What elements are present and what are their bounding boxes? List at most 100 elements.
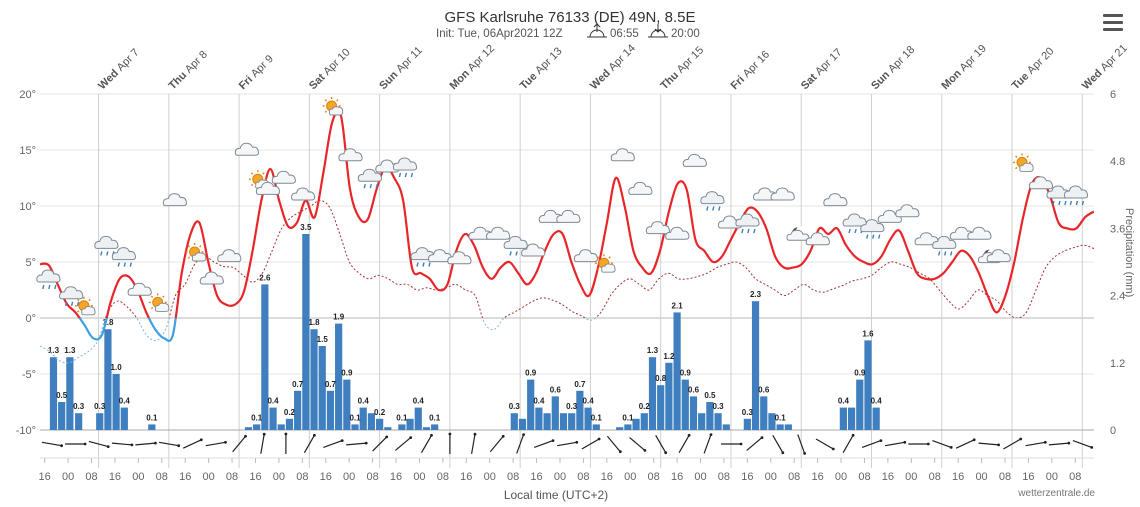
precip-bar [406,418,414,430]
precip-label: 0.3 [94,402,106,411]
precip-bar [302,234,310,430]
wind-barb-head [522,433,525,436]
y-axis-left: 20° 15° 10° 5° 0° -5° -10° [16,89,36,437]
hour-tick-label: 16 [39,471,51,483]
y-right-tick: 3.6 [1110,223,1125,235]
cloud-weather-icon [895,204,920,218]
wind-barb-head [926,442,930,446]
temperature-line [40,109,1094,318]
y-left-tick: 10° [19,201,36,213]
precip-bar [244,427,253,430]
precip-bar [253,424,261,430]
x-axis-label: Local time (UTC+2) [504,488,608,502]
menu-button[interactable] [1103,14,1123,32]
cloud-weather-icon [823,193,848,207]
cloud-weather-icon [805,232,830,246]
wind-barb-head [551,439,555,442]
hour-tick-label: 08 [648,471,660,483]
wind-barb-head [313,433,316,437]
day-label: Fri Apr 16 [729,49,773,93]
wind-barb-icon [205,441,226,447]
hour-tick-label: 16 [1022,471,1034,483]
wind-barb-head [664,451,668,455]
precip-bar [414,407,422,430]
wind-barb-icon [303,435,315,453]
precip-label: 0.4 [413,397,425,406]
y-left-tick: 15° [19,145,36,157]
precip-bar [559,413,568,430]
precip-label: 0.3 [566,402,578,411]
dewpoint-line-cold [40,318,1021,364]
precip-bar [751,301,760,430]
wind-barb-head [409,436,413,439]
precip-bar [543,413,551,430]
wind-barb-head [83,442,87,446]
hour-tick-label: 08 [156,471,168,483]
menu-bar-icon [1103,21,1123,24]
precip-bar [872,407,880,430]
precip-bar [665,362,673,430]
precip-label: 0.6 [758,385,770,394]
wind-barb-head [831,447,835,451]
wind-barb-head [879,439,883,442]
precip-label: 0.1 [775,413,787,422]
y-left-tick: -5° [22,369,36,381]
precip-label: 0.3 [713,402,725,411]
precip-label: 0.9 [341,369,353,378]
hour-tick-label: 16 [811,471,823,483]
wind-barb-head [709,433,713,436]
precip-label: 1.9 [333,313,345,322]
hour-tick-label: 00 [343,471,355,483]
hour-tick-label: 00 [765,471,777,483]
precip-label: 1.3 [48,346,60,355]
day-label: Wed Apr 7 [96,47,142,93]
hour-tick-label: 08 [788,471,800,483]
cloud-weather-icon [217,249,242,263]
precip-bar [689,396,698,430]
cloud-weather-icon [628,181,653,195]
wind-barb-icon [629,437,646,451]
grid [40,93,1094,468]
precip-label: 1.8 [308,318,320,327]
precip-label: 0.1 [251,413,263,422]
wind-barb-head [739,442,743,446]
precip-label: 0.4 [267,397,279,406]
hour-tick-label: 08 [507,471,519,483]
rain-weather-icon [700,190,725,212]
precip-bar [576,390,584,430]
hour-tick-label: 00 [905,471,917,483]
day-label: Tue Apr 13 [518,45,565,92]
hour-ticks: 16 00 08 16 00 08 16 00 08 16 00 08 16 00 08 16 00 08 16 00… [39,458,1081,483]
wind-barb-icon [158,441,179,447]
wind-barb-icon [772,435,784,453]
day-label: Mon Apr 12 [448,43,498,93]
wind-barb-head [851,433,855,437]
precip-label: 0.6 [550,385,562,394]
rain-weather-icon [392,157,418,178]
rain-weather-icon [735,213,760,234]
menu-bar-icon [1103,28,1123,31]
wind-barb-icon [1072,440,1092,448]
precip-bar [518,418,527,430]
day-label: Mon Apr 19 [939,43,989,93]
precip-bar [568,413,576,430]
wind-barb-icon [489,435,504,453]
precip-bar [376,418,384,430]
wind-barb-icon [1048,442,1069,446]
y-axis-right: 6 4.8 3.6 2.4 1.2 0 [1110,89,1125,437]
wind-barb-head [618,450,622,454]
cloud-weather-icon [556,209,581,223]
precip-bar [351,424,359,430]
hour-tick-label: 00 [624,471,636,483]
precip-bar [706,402,714,430]
precip-label: 0.4 [583,397,595,406]
wind-barb-icon [323,440,343,448]
wind-barb-icon [797,434,806,454]
wind-barb-icon [533,440,554,448]
wind-barb-icon [471,434,476,454]
precip-bar [592,424,600,430]
precip-label: 0.9 [854,369,866,378]
wind-barb-icon [557,441,577,447]
hour-tick-label: 16 [320,471,332,483]
wind-barb-head [972,438,976,442]
